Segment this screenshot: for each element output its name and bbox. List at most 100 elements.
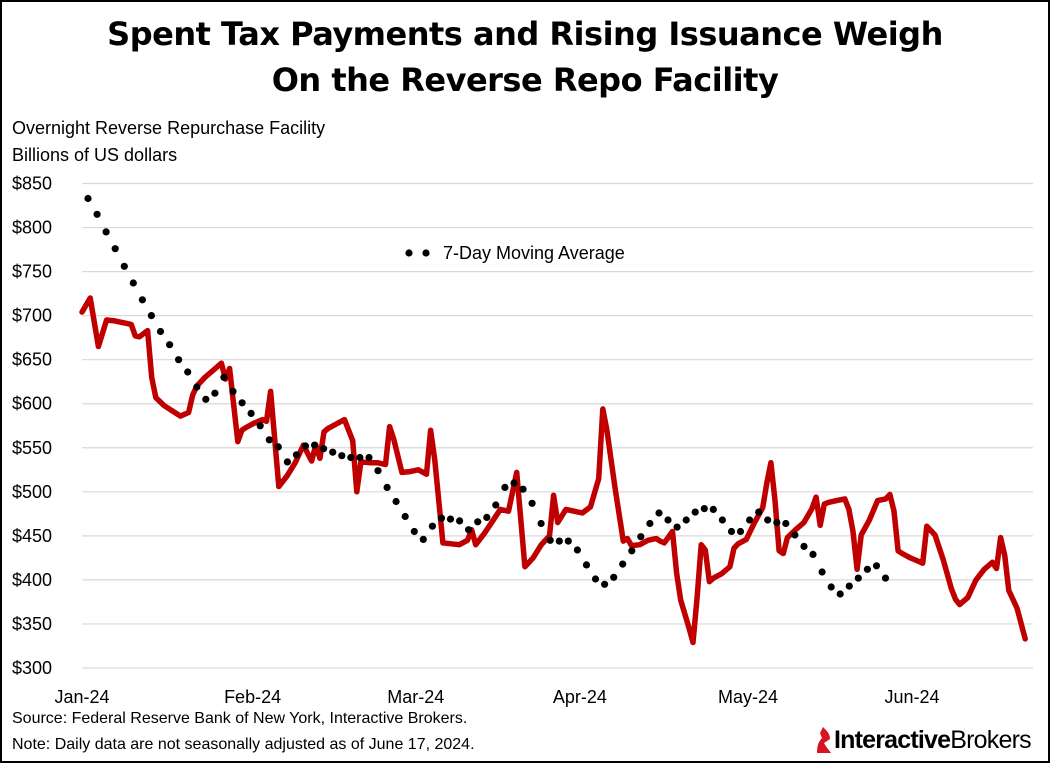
y-tick-label: $600: [12, 394, 52, 414]
x-tick-label: Jun-24: [884, 687, 939, 707]
moving-average-point: [573, 546, 582, 554]
moving-average-point: [401, 512, 409, 521]
moving-average-point: [800, 542, 808, 551]
moving-average-point: [356, 453, 364, 462]
chart-subtitle-units: Billions of US dollars: [12, 145, 178, 165]
chart-subtitle-series: Overnight Reverse Repurchase Facility: [12, 118, 326, 138]
moving-average-point: [881, 574, 890, 582]
y-tick-label: $800: [12, 218, 52, 238]
moving-average-point: [238, 399, 246, 407]
moving-average-point: [709, 505, 717, 513]
moving-average-point: [673, 523, 681, 531]
moving-average-point: [283, 458, 291, 466]
y-tick-label: $500: [12, 482, 52, 502]
brand-name-part-1: Interactive: [834, 725, 951, 754]
moving-average-point: [718, 516, 727, 524]
moving-average-point: [628, 547, 636, 555]
moving-average-point: [456, 517, 464, 525]
moving-average-point: [102, 228, 110, 236]
moving-average-point: [510, 479, 518, 487]
moving-average-point: [537, 519, 545, 528]
legend-marker-dot: [422, 249, 430, 257]
moving-average-point: [646, 519, 654, 528]
moving-average-point: [329, 448, 337, 456]
legend-marker-dot: [405, 249, 413, 257]
moving-average-point: [129, 279, 137, 287]
y-tick-label: $350: [12, 614, 52, 634]
flame-logo-icon: [817, 727, 831, 753]
date-note: Note: Daily data are not seasonally adju…: [12, 736, 475, 753]
moving-average-point: [755, 508, 763, 516]
moving-average-point: [111, 245, 119, 253]
moving-average-point: [184, 368, 192, 376]
chart-title-line-1: Spent Tax Payments and Rising Issuance W…: [107, 15, 943, 53]
moving-average-point: [120, 262, 128, 270]
moving-average-point: [591, 575, 600, 583]
moving-average-point: [175, 356, 183, 364]
moving-average-point: [827, 583, 835, 591]
moving-average-point: [437, 514, 446, 522]
moving-average-point: [519, 485, 527, 493]
moving-average-point: [555, 537, 563, 545]
y-tick-label: $750: [12, 262, 52, 282]
moving-average-point: [211, 389, 219, 397]
legend-label: 7-Day Moving Average: [443, 243, 625, 263]
moving-average-point: [528, 499, 536, 507]
moving-average-point: [220, 373, 228, 381]
moving-average-point: [202, 395, 210, 403]
x-tick-label: Feb-24: [224, 687, 281, 707]
moving-average-point: [619, 560, 627, 568]
moving-average-point: [383, 483, 391, 491]
moving-average-point: [736, 527, 745, 536]
moving-average-point: [664, 516, 672, 524]
moving-average-point: [347, 453, 355, 462]
moving-average-point: [637, 533, 645, 541]
brand-name-part-2: Brokers: [950, 725, 1031, 754]
moving-average-point: [872, 562, 881, 570]
moving-average-point: [265, 436, 273, 444]
y-tick-label: $450: [12, 526, 52, 546]
moving-average-point: [809, 550, 817, 559]
moving-average-point: [483, 513, 491, 522]
x-tick-label: May-24: [718, 687, 778, 707]
moving-average-point: [818, 568, 826, 576]
y-tick-label: $850: [12, 174, 52, 194]
moving-average-point: [582, 561, 591, 569]
moving-average-point: [474, 518, 482, 526]
moving-average-point: [428, 522, 436, 530]
moving-average-point: [854, 574, 862, 582]
moving-average-point: [564, 537, 572, 545]
moving-average-point: [791, 531, 799, 539]
brand-name: InteractiveBrokers: [834, 725, 1032, 755]
moving-average-point: [229, 387, 237, 395]
moving-average-point: [193, 383, 201, 391]
series-line-reverse-repo: [79, 295, 1028, 646]
moving-average-point: [138, 296, 146, 304]
moving-average-point: [610, 573, 618, 581]
chart-title-line-2: On the Reverse Repo Facility: [271, 61, 779, 99]
moving-average-point: [682, 516, 690, 524]
moving-average-point: [374, 467, 382, 475]
moving-average-point: [166, 341, 174, 349]
x-tick-label: Jan-24: [54, 687, 109, 707]
y-tick-label: $700: [12, 306, 52, 326]
moving-average-point: [655, 509, 663, 517]
moving-average-point: [764, 516, 772, 524]
moving-average-point: [845, 582, 853, 590]
moving-average-point: [410, 527, 418, 536]
moving-average-point: [691, 508, 699, 516]
moving-average-point: [746, 516, 754, 524]
moving-average-point: [338, 452, 346, 460]
moving-average-point: [446, 515, 455, 523]
moving-average-point: [419, 535, 427, 544]
moving-average-point: [274, 443, 282, 451]
moving-average-point: [292, 451, 300, 459]
y-tick-label: $550: [12, 438, 52, 458]
x-tick-label: Mar-24: [387, 687, 444, 707]
moving-average-point: [492, 501, 500, 509]
moving-average-point: [836, 590, 844, 598]
moving-average-point: [301, 442, 310, 450]
source-note: Source: Federal Reserve Bank of New York…: [12, 710, 468, 727]
